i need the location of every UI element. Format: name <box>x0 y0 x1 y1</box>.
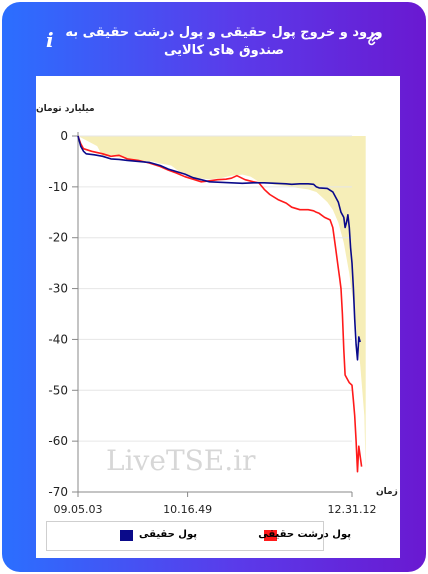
legend-label-big: پول درشت حقیقی <box>258 529 351 540</box>
legend-label-real: پول حقیقی <box>139 529 197 540</box>
info-icon[interactable]: i <box>46 28 54 52</box>
link-icon[interactable] <box>366 31 382 47</box>
y-tick-label: -70 <box>48 485 68 499</box>
series-line-real-money <box>77 135 361 361</box>
y-tick-label: 0 <box>60 129 68 143</box>
y-tick-label: -30 <box>48 282 68 296</box>
chart-svg: 0 -10 -20 -30 -40 -50 -60 -70 09.05.03 10.16.49 12… <box>36 104 398 516</box>
y-tick-label: -50 <box>48 383 68 397</box>
legend: پول حقیقی پول درشت حقیقی <box>46 521 351 551</box>
x-axis-label: زمان <box>376 487 398 497</box>
legend-swatch-real <box>120 530 133 541</box>
chart-panel: 0 -10 -20 -30 -40 -50 -60 -70 09.05.03 10.16.49 12… <box>36 76 400 558</box>
y-tick-label: -10 <box>48 180 68 194</box>
watermark: LiveTSE.ir <box>106 444 256 477</box>
y-tick-label: -60 <box>48 434 68 448</box>
chart-area-envelope <box>78 136 366 472</box>
legend-swatch-big <box>264 530 277 541</box>
x-tick-label: 09.05.03 <box>54 503 103 516</box>
y-tick-label: -40 <box>48 332 68 346</box>
chart-title: ورود و خروج پول حقیقی و پول درشت حقیقی ب… <box>65 25 383 58</box>
x-tick-label: 10.16.49 <box>163 503 212 516</box>
y-tick-label: -20 <box>48 231 68 245</box>
y-axis-label: میلیارد تومان <box>36 104 95 114</box>
x-tick-label: 12.31.12 <box>328 503 377 516</box>
